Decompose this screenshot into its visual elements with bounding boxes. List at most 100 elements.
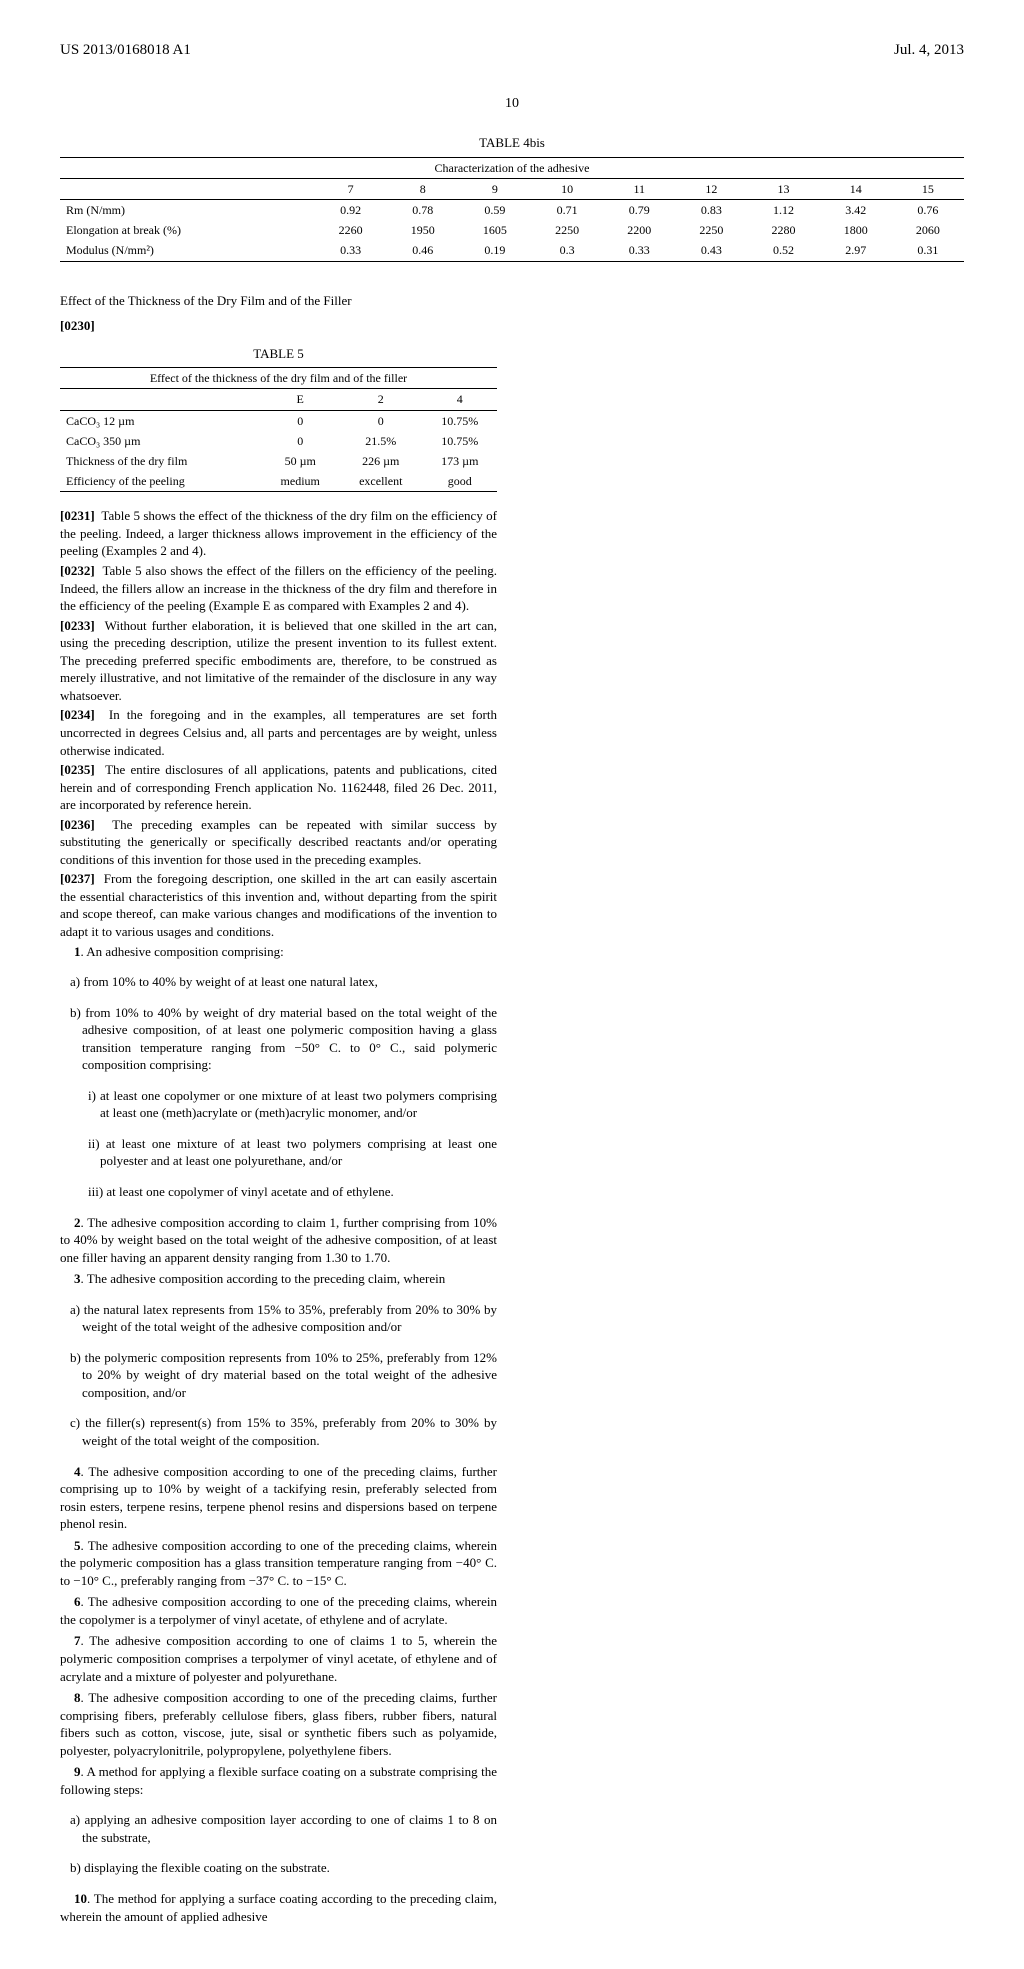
cell: 1950 — [387, 220, 459, 240]
table-header: 15 — [892, 178, 964, 199]
claim-sub: a) applying an adhesive composition laye… — [82, 1811, 497, 1846]
claim-text: . The adhesive composition according to … — [60, 1538, 497, 1588]
claim-text: . The adhesive composition according to … — [60, 1690, 497, 1758]
cell: 2280 — [747, 220, 819, 240]
doc-number: US 2013/0168018 A1 — [60, 40, 191, 60]
cell: 0.19 — [459, 240, 531, 261]
cell: medium — [261, 471, 339, 492]
cell: 50 µm — [261, 451, 339, 471]
cell: 0.79 — [603, 200, 675, 221]
table-5-caption: TABLE 5 — [60, 345, 497, 363]
claim-sub: ii) at least one mixture of at least two… — [100, 1135, 497, 1170]
cell: Rm (N/mm) — [60, 200, 315, 221]
two-column-body: Effect of the Thickness of the Dry Film … — [60, 277, 964, 1930]
claim-9: 9. A method for applying a flexible surf… — [60, 1763, 497, 1798]
cell: 0.92 — [315, 200, 387, 221]
para-text: Table 5 shows the effect of the thicknes… — [60, 508, 497, 558]
table-header: 14 — [820, 178, 892, 199]
cell: 1800 — [820, 220, 892, 240]
cell: 10.75% — [423, 431, 497, 451]
para-number: [0233] — [60, 618, 95, 633]
table-row: 7 8 9 10 11 12 13 14 15 — [60, 178, 964, 199]
para-number: [0231] — [60, 508, 95, 523]
paragraph: [0235] The entire disclosures of all app… — [60, 761, 497, 814]
cell: 0.83 — [675, 200, 747, 221]
section-heading: Effect of the Thickness of the Dry Film … — [60, 292, 497, 310]
paragraph: [0233] Without further elaboration, it i… — [60, 617, 497, 705]
table-5-table: Effect of the thickness of the dry film … — [60, 367, 497, 492]
cell: 0.31 — [892, 240, 964, 261]
para-text: The entire disclosures of all applicatio… — [60, 762, 497, 812]
cell: excellent — [339, 471, 423, 492]
para-number: [0235] — [60, 762, 95, 777]
table-4bis: TABLE 4bis Characterization of the adhes… — [60, 134, 964, 261]
table-row: CaCO₃ 12 µm0010.75% — [60, 410, 497, 431]
table-header: 11 — [603, 178, 675, 199]
claim-sub: b) the polymeric composition represents … — [82, 1349, 497, 1402]
cell: 0.59 — [459, 200, 531, 221]
paragraph: [0236] The preceding examples can be rep… — [60, 816, 497, 869]
table-header — [60, 178, 315, 199]
cell: 2.97 — [820, 240, 892, 261]
paragraph: [0237] From the foregoing description, o… — [60, 870, 497, 940]
cell: 226 µm — [339, 451, 423, 471]
cell: Elongation at break (%) — [60, 220, 315, 240]
claim-2: 2. The adhesive composition according to… — [60, 1214, 497, 1267]
para-text: Table 5 also shows the effect of the fil… — [60, 563, 497, 613]
table-header: 2 — [339, 389, 423, 410]
page-header: US 2013/0168018 A1 Jul. 4, 2013 — [60, 40, 964, 60]
para-number: [0232] — [60, 563, 95, 578]
paragraph: [0231] Table 5 shows the effect of the t… — [60, 507, 497, 560]
para-text: The preceding examples can be repeated w… — [60, 817, 497, 867]
cell: 10.75% — [423, 410, 497, 431]
claim-text: . The adhesive composition according to … — [60, 1215, 497, 1265]
cell: 0.76 — [892, 200, 964, 221]
claim-8: 8. The adhesive composition according to… — [60, 1689, 497, 1759]
claim-sub: a) from 10% to 40% by weight of at least… — [82, 973, 497, 991]
para-text: From the foregoing description, one skil… — [60, 871, 497, 939]
table-header: 13 — [747, 178, 819, 199]
table-header: 10 — [531, 178, 603, 199]
cell: Thickness of the dry film — [60, 451, 261, 471]
para-number: [0234] — [60, 707, 95, 722]
table-4bis-table: Characterization of the adhesive 7 8 9 1… — [60, 157, 964, 262]
claim-text: . The method for applying a surface coat… — [60, 1891, 497, 1924]
table-row: Efficiency of the peelingmediumexcellent… — [60, 471, 497, 492]
para-text: In the foregoing and in the examples, al… — [60, 707, 497, 757]
claim-10: 10. The method for applying a surface co… — [60, 1890, 497, 1925]
table-5: TABLE 5 Effect of the thickness of the d… — [60, 345, 497, 493]
claim-sub: iii) at least one copolymer of vinyl ace… — [100, 1183, 497, 1201]
cell: 0.46 — [387, 240, 459, 261]
cell: 0.52 — [747, 240, 819, 261]
claim-text: . The adhesive composition according to … — [60, 1464, 497, 1532]
paragraph: [0234] In the foregoing and in the examp… — [60, 706, 497, 759]
table-header: 12 — [675, 178, 747, 199]
table-row: Thickness of the dry film50 µm226 µm173 … — [60, 451, 497, 471]
cell: CaCO₃ 350 µm — [60, 431, 261, 451]
claim-text: . An adhesive composition comprising: — [81, 944, 284, 959]
cell: 2200 — [603, 220, 675, 240]
cell: 0.3 — [531, 240, 603, 261]
cell: 3.42 — [820, 200, 892, 221]
claim-3: 3. The adhesive composition according to… — [60, 1270, 497, 1288]
cell: 1605 — [459, 220, 531, 240]
cell: 0 — [339, 410, 423, 431]
claim-sub: b) from 10% to 40% by weight of dry mate… — [82, 1004, 497, 1074]
table-header: 7 — [315, 178, 387, 199]
cell: 0.78 — [387, 200, 459, 221]
cell: 0 — [261, 410, 339, 431]
claim-text: . A method for applying a flexible surfa… — [60, 1764, 497, 1797]
table-row: Elongation at break (%) 2260195016052250… — [60, 220, 964, 240]
cell: Modulus (N/mm²) — [60, 240, 315, 261]
cell: CaCO₃ 12 µm — [60, 410, 261, 431]
cell: 21.5% — [339, 431, 423, 451]
table-header: 9 — [459, 178, 531, 199]
claim-text: . The adhesive composition according to … — [81, 1271, 446, 1286]
claim-6: 6. The adhesive composition according to… — [60, 1593, 497, 1628]
claim-sub: a) the natural latex represents from 15%… — [82, 1301, 497, 1336]
table-4bis-caption: TABLE 4bis — [60, 134, 964, 152]
doc-date: Jul. 4, 2013 — [894, 40, 964, 60]
table-header: 8 — [387, 178, 459, 199]
table-row: Rm (N/mm) 0.920.780.590.710.790.831.123.… — [60, 200, 964, 221]
claim-sub: c) the filler(s) represent(s) from 15% t… — [82, 1414, 497, 1449]
